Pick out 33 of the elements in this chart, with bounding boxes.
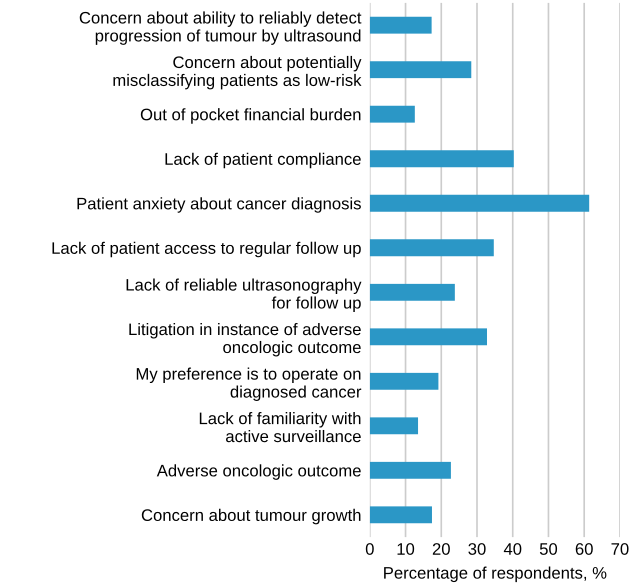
bar: [370, 328, 488, 346]
x-tick-label: 10: [398, 543, 414, 555]
y-tick-label: Lack of reliable ultrasonography for follow up: [126, 278, 362, 312]
bar: [370, 150, 514, 168]
y-tick-label: Patient anxiety about cancer diagnosis: [77, 197, 361, 213]
bar: [370, 239, 494, 256]
y-tick-label: Concern about potentially misclassifying patients as low-risk: [113, 56, 362, 90]
bar: [370, 417, 418, 434]
y-tick-label: Concern about tumour growth: [142, 508, 360, 524]
bar: [370, 284, 455, 301]
x-tick-label: 60: [576, 543, 593, 555]
x-tick-label: 50: [540, 543, 558, 555]
bar: [370, 106, 415, 123]
bar: [370, 61, 472, 78]
x-tick-label: 30: [468, 543, 486, 555]
bar: [370, 16, 432, 34]
x-tick-label: 40: [504, 543, 522, 555]
x-tick-label: 70: [612, 543, 629, 555]
y-tick-label: Lack of patient compliance: [166, 152, 361, 168]
y-tick-label: Litigation in instance of adverse oncologic outcome: [129, 322, 361, 356]
x-tick-label: 20: [432, 543, 450, 555]
y-tick-label: Adverse oncologic outcome: [156, 464, 361, 480]
y-tick-label: Lack of familiarity with active surveillance: [200, 412, 361, 442]
bar: [370, 462, 451, 479]
y-tick-label: Out of pocket financial burden: [140, 108, 360, 124]
y-tick-label: Lack of patient access to regular follow up: [52, 242, 361, 258]
x-tick-label: 0: [366, 543, 374, 555]
bar: [370, 506, 432, 524]
bar: [370, 194, 590, 212]
x-axis-title: Percentage of respondents, %: [384, 566, 606, 582]
y-tick-label: My preference is to operate on diagnosed cancer: [136, 368, 362, 401]
bar: [370, 372, 438, 390]
y-tick-label: Concern about ability to reliably detect progression of tumour by ultrasound: [80, 11, 362, 45]
